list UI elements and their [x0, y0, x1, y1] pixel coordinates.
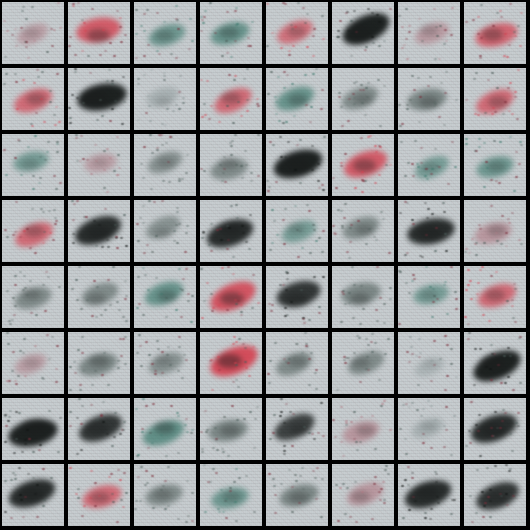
sample-tile — [134, 134, 196, 196]
sample-tile — [200, 332, 262, 394]
sample-tile — [200, 68, 262, 130]
sample-tile — [464, 266, 526, 328]
sample-tile — [2, 464, 64, 526]
sample-tile — [266, 68, 328, 130]
sample-tile — [68, 200, 130, 262]
sample-tile — [464, 68, 526, 130]
sample-tile — [464, 464, 526, 526]
sample-tile — [134, 398, 196, 460]
sample-tile — [134, 332, 196, 394]
sample-tile — [464, 398, 526, 460]
sample-tile — [332, 134, 394, 196]
sample-tile — [398, 134, 460, 196]
sample-tile — [68, 134, 130, 196]
sample-tile — [266, 134, 328, 196]
sample-tile — [464, 200, 526, 262]
sample-tile — [2, 68, 64, 130]
sample-tile — [134, 464, 196, 526]
sample-tile — [464, 134, 526, 196]
sample-tile — [200, 200, 262, 262]
sample-tile — [398, 68, 460, 130]
sample-tile — [266, 398, 328, 460]
sample-tile — [266, 200, 328, 262]
sample-tile — [332, 2, 394, 64]
sample-tile — [398, 398, 460, 460]
sample-tile — [2, 200, 64, 262]
sample-tile — [332, 266, 394, 328]
sample-tile — [2, 266, 64, 328]
sample-tile — [68, 464, 130, 526]
sample-tile — [464, 2, 526, 64]
sample-tile — [68, 266, 130, 328]
sample-tile — [2, 398, 64, 460]
sample-tile — [200, 398, 262, 460]
sample-tile — [398, 332, 460, 394]
sample-tile — [332, 68, 394, 130]
sample-tile — [2, 2, 64, 64]
sample-tile — [134, 200, 196, 262]
sample-tile — [68, 68, 130, 130]
sample-tile — [68, 332, 130, 394]
sample-tile — [332, 464, 394, 526]
sample-tile — [464, 332, 526, 394]
sample-tile — [134, 68, 196, 130]
sample-tile — [68, 398, 130, 460]
sample-tile — [200, 266, 262, 328]
sample-tile — [68, 2, 130, 64]
sample-tile — [134, 266, 196, 328]
sample-tile — [266, 2, 328, 64]
sample-tile — [2, 332, 64, 394]
sample-tile — [266, 332, 328, 394]
sample-tile — [398, 2, 460, 64]
sample-tile — [332, 398, 394, 460]
sample-tile — [266, 464, 328, 526]
sample-tile — [398, 200, 460, 262]
sample-tile — [200, 464, 262, 526]
sample-tile — [332, 200, 394, 262]
sample-tile — [266, 266, 328, 328]
sample-tile — [2, 134, 64, 196]
sample-tile — [398, 464, 460, 526]
sample-tile — [134, 2, 196, 64]
sample-tile — [200, 2, 262, 64]
sample-tile — [200, 134, 262, 196]
sample-tile — [398, 266, 460, 328]
sample-tile — [332, 332, 394, 394]
